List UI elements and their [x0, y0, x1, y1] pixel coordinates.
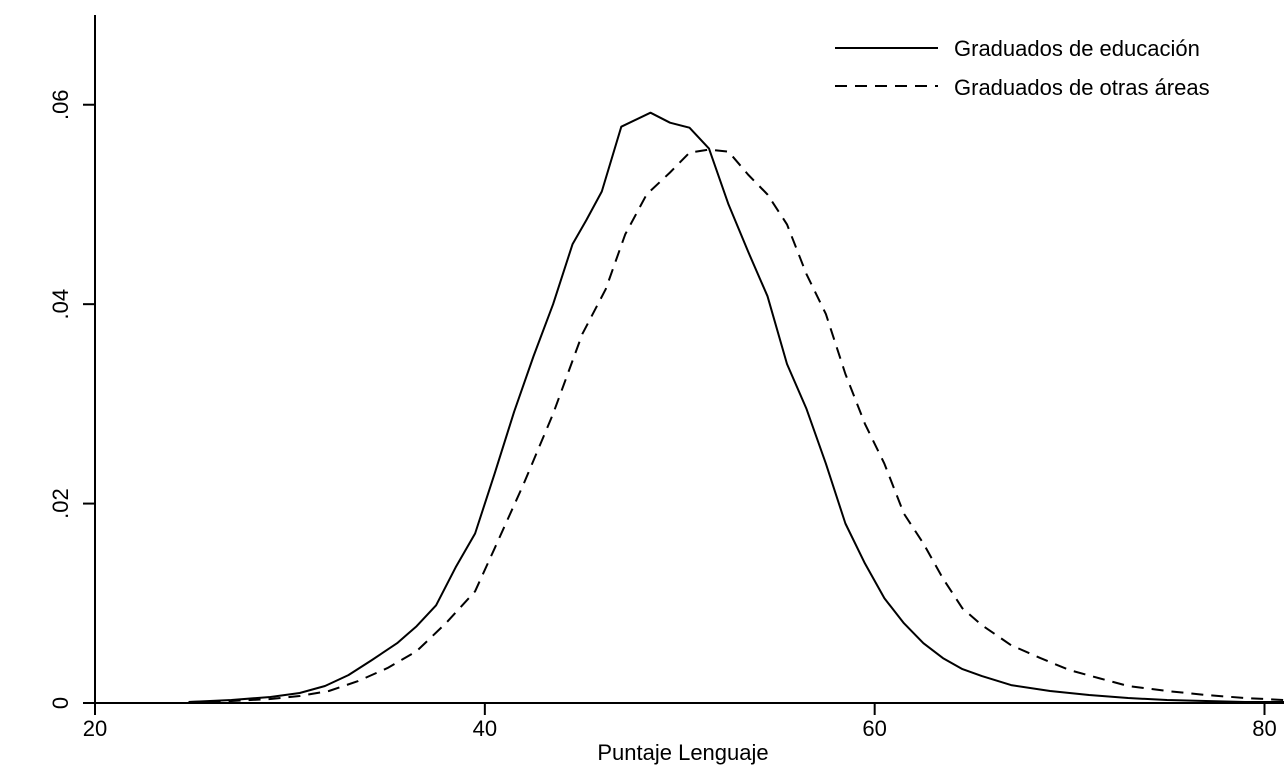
legend: Graduados de educación Graduados de otra… [835, 36, 1210, 100]
legend-label-2: Graduados de otras áreas [954, 75, 1210, 100]
y-tick-label: 0 [48, 697, 73, 709]
x-tick-label: 20 [83, 716, 107, 741]
series-line-dashed [188, 148, 1285, 703]
x-tick-label: 40 [473, 716, 497, 741]
plot-series [188, 111, 1285, 703]
x-tick-label: 60 [862, 716, 886, 741]
y-tick-label: .06 [48, 89, 73, 120]
y-tick-label: .04 [48, 289, 73, 320]
legend-label-1: Graduados de educación [954, 36, 1200, 61]
y-tick-label: .02 [48, 488, 73, 519]
x-axis-title: Puntaje Lenguaje [597, 740, 768, 765]
x-tick-label: 80 [1252, 716, 1276, 741]
series-line-solid [188, 111, 1284, 703]
axes: 0 .02 .04 .06 20 40 60 80 [48, 15, 1284, 741]
